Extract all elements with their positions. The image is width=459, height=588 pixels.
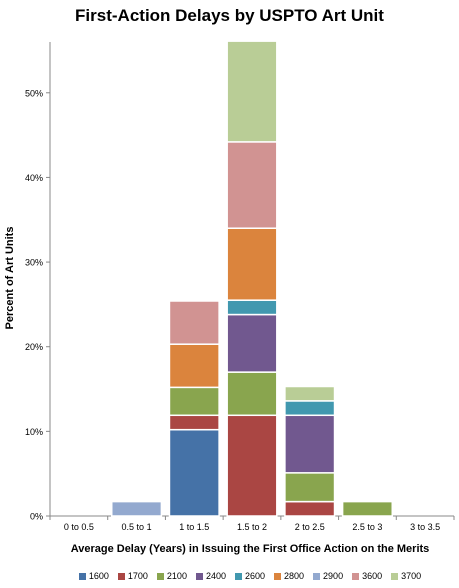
legend-item-2400: 2400 <box>195 571 226 581</box>
x-tick-label: 0 to 0.5 <box>64 522 94 532</box>
y-tick-label: 10% <box>25 427 43 437</box>
chart-plot-area: 0% 10% 20% 30% 40% 50% 0 to 0.5 0.5 to 1 1 to 1.… <box>25 40 455 532</box>
bar-segment-2100 <box>284 472 336 503</box>
legend-label: 2800 <box>284 571 305 581</box>
bar-segment-3600 <box>168 300 220 345</box>
y-tick-label: 40% <box>25 173 43 183</box>
legend-item-1600: 1600 <box>78 571 109 581</box>
x-tick-label: 1.5 to 2 <box>237 522 267 532</box>
bar-segment-1600 <box>168 428 220 517</box>
bar-segment-2400 <box>226 313 278 373</box>
bar-segment-2100 <box>226 371 278 417</box>
bar-segment-2100 <box>168 386 220 417</box>
bar-segment-2400 <box>284 414 336 474</box>
legend-label: 3600 <box>362 571 383 581</box>
bar-segment-1700 <box>226 414 278 517</box>
chart-title: First-Action Delays by USPTO Art Unit <box>75 6 384 25</box>
legend-swatch <box>78 572 86 580</box>
bar-segment-2800 <box>226 227 278 301</box>
legend-label: 2900 <box>323 571 344 581</box>
legend-label: 2400 <box>205 571 226 581</box>
y-tick-label: 20% <box>25 342 43 352</box>
legend-swatch <box>391 572 399 580</box>
legend-label: 3700 <box>401 571 422 581</box>
legend-swatch <box>313 572 321 580</box>
legend-item-2600: 2600 <box>234 571 266 581</box>
legend-swatch <box>117 572 125 580</box>
x-tick-label: 2.5 to 3 <box>352 522 382 532</box>
bar-segment-1700 <box>168 414 220 431</box>
y-axis-label: Percent of Art Units <box>4 226 16 330</box>
legend-swatch <box>234 572 242 580</box>
legend-swatch <box>352 572 360 580</box>
legend-label: 1700 <box>127 571 148 581</box>
bar-segment-2800 <box>168 343 220 389</box>
bar-segment-3700 <box>226 40 278 143</box>
y-tick-label: 50% <box>25 88 43 98</box>
y-tick-label: 0% <box>30 512 43 522</box>
x-tick-label: 1 to 1.5 <box>179 522 209 532</box>
legend-label: 1600 <box>88 571 109 581</box>
legend-swatch <box>156 572 164 580</box>
bar-segment-3600 <box>226 141 278 229</box>
legend-label: 2600 <box>244 571 266 581</box>
bar-segment-2100 <box>341 500 393 517</box>
legend: 1600 1700 2100 2400 2600 2800 2900 3600 3700 <box>50 571 450 581</box>
bar-segment-2600 <box>226 299 278 316</box>
legend-item-2900: 2900 <box>313 571 343 581</box>
bar-segment-2600 <box>284 400 336 417</box>
x-tick-label: 2 to 2.5 <box>295 522 325 532</box>
y-tick-label: 30% <box>25 258 43 268</box>
legend-swatch <box>274 572 282 580</box>
x-tick-label: 0.5 to 1 <box>122 522 152 532</box>
legend-label: 2100 <box>166 571 187 581</box>
legend-item-3600: 3600 <box>352 571 382 581</box>
bar-segment-1700 <box>284 500 336 517</box>
bar-segment-2900 <box>111 500 163 517</box>
bar-segment-3700 <box>284 385 336 402</box>
x-axis-label: Average Delay (Years) in Issuing the Fir… <box>70 543 430 555</box>
x-tick-label: 3 to 3.5 <box>410 522 440 532</box>
legend-item-2800: 2800 <box>274 571 304 581</box>
legend-item-1700: 1700 <box>117 571 148 581</box>
legend-item-2100: 2100 <box>156 571 187 581</box>
legend-item-3700: 3700 <box>391 571 421 581</box>
legend-swatch <box>195 572 203 580</box>
